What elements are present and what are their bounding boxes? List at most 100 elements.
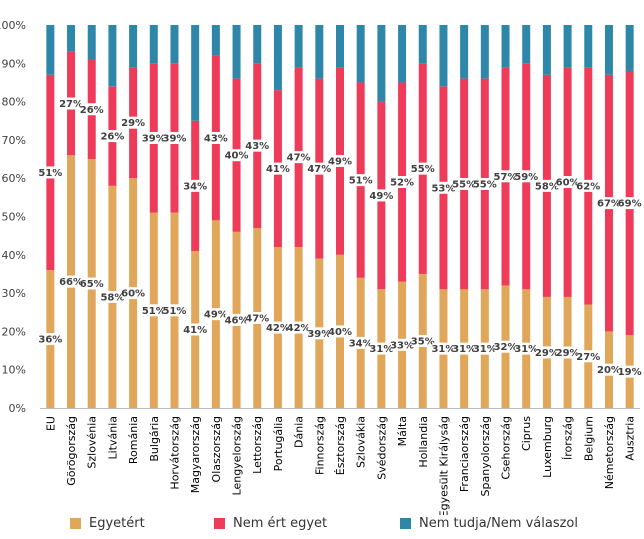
x-tick-label: Lettország (251, 416, 264, 474)
data-label: 41% (183, 325, 207, 336)
data-label-bg (577, 179, 600, 192)
bar-segment (542, 25, 551, 75)
x-tick-label: Magyarország (189, 416, 202, 493)
data-label-bg (411, 334, 434, 347)
bar-segment (563, 25, 572, 68)
data-label: 47% (307, 164, 331, 175)
x-tick-label: Lengyelország (231, 416, 244, 495)
bar-segment (336, 25, 344, 68)
data-label-bg (494, 170, 517, 183)
data-label: 67% (597, 199, 621, 210)
x-tick-label: Belgium (582, 416, 595, 461)
x-tick-label: Finnország (313, 416, 326, 475)
data-label-bg (432, 342, 455, 355)
data-label-bg (163, 131, 186, 144)
x-tick-label: Ciprus (520, 416, 533, 451)
bar-segment (129, 25, 138, 68)
x-tick-label: Egyesült Királyság (437, 416, 450, 515)
data-label: 29% (535, 348, 559, 359)
data-label: 27% (59, 99, 83, 110)
data-label-bg (80, 277, 103, 290)
data-label-bg (101, 130, 124, 143)
data-label-bg (349, 336, 372, 349)
y-tick-label: 50% (2, 211, 26, 224)
data-label: 66% (59, 277, 83, 288)
data-label: 49% (204, 310, 228, 321)
data-label-bg (556, 346, 579, 359)
data-label-bg (80, 103, 103, 116)
x-tick-label: Görögország (65, 416, 78, 486)
bar-segment (149, 25, 158, 64)
data-label: 19% (618, 367, 642, 378)
data-label: 40% (328, 327, 352, 338)
data-label-bg (391, 176, 414, 189)
data-label-bg (473, 342, 496, 355)
data-label: 29% (556, 348, 580, 359)
data-label: 27% (576, 352, 600, 363)
data-label: 47% (287, 153, 311, 164)
data-label: 51% (142, 306, 166, 317)
data-label: 46% (225, 315, 249, 326)
data-label-bg (556, 176, 579, 189)
data-label: 52% (390, 178, 414, 189)
data-label: 43% (204, 133, 228, 144)
bar-segment (191, 25, 200, 121)
x-tick-label: Horvátország (168, 416, 181, 490)
data-label-bg (246, 139, 269, 152)
data-label-bg (266, 162, 289, 175)
bar-segment (398, 25, 407, 83)
data-label-bg (618, 365, 641, 378)
data-label: 47% (245, 313, 269, 324)
y-tick-label: 40% (2, 249, 26, 262)
data-label-bg (453, 177, 476, 190)
bar-segment (501, 25, 510, 68)
data-label-bg (618, 197, 641, 210)
data-label-bg (391, 338, 414, 351)
x-tick-label: Észtország (334, 416, 347, 475)
data-label: 49% (328, 156, 352, 167)
data-label-bg (494, 340, 517, 353)
data-label: 65% (80, 279, 104, 290)
bar-segment (625, 25, 634, 71)
data-label: 62% (576, 181, 600, 192)
data-label: 57% (494, 172, 518, 183)
legend-item-dont-know: Nem tudja/Nem válaszol (400, 516, 578, 531)
data-label-bg (142, 304, 165, 317)
data-label: 55% (411, 164, 435, 175)
data-label-bg (204, 308, 227, 321)
data-label-bg (515, 342, 538, 355)
data-label: 58% (100, 292, 124, 303)
data-label: 69% (618, 199, 642, 210)
y-tick-label: 10% (2, 364, 26, 377)
data-label: 31% (431, 344, 455, 355)
bar-segment (480, 25, 489, 79)
data-label-bg (142, 131, 165, 144)
data-label-bg (101, 290, 124, 303)
x-tick-label: Litvánia (106, 416, 119, 460)
data-label: 26% (100, 132, 124, 143)
data-label-bg (39, 333, 62, 346)
data-label: 31% (452, 344, 476, 355)
data-label-bg (60, 97, 83, 110)
legend-swatch-dont-know (400, 518, 411, 529)
data-label: 35% (411, 336, 435, 347)
y-axis: 0% 10% 20% 30% 40% 50% 60% 70% 80% 90% 100% (0, 19, 26, 415)
data-label: 55% (452, 179, 476, 190)
x-tick-label: Szlovákia (355, 416, 368, 468)
bar-segment (232, 25, 241, 79)
data-label: 36% (38, 335, 62, 346)
data-label: 42% (266, 323, 290, 334)
data-label-bg (515, 170, 538, 183)
bar-segment (522, 25, 531, 64)
data-label-bg (184, 323, 207, 336)
legend-swatch-disagree (214, 518, 225, 529)
data-label: 20% (597, 365, 621, 376)
bar-segment (67, 25, 76, 52)
x-tick-label: Írország (562, 416, 575, 460)
data-label: 41% (266, 164, 290, 175)
bar-segment (253, 25, 262, 64)
data-label-bg (266, 321, 289, 334)
data-label-bg (370, 342, 393, 355)
data-label-bg (287, 321, 310, 334)
data-label: 34% (349, 338, 373, 349)
